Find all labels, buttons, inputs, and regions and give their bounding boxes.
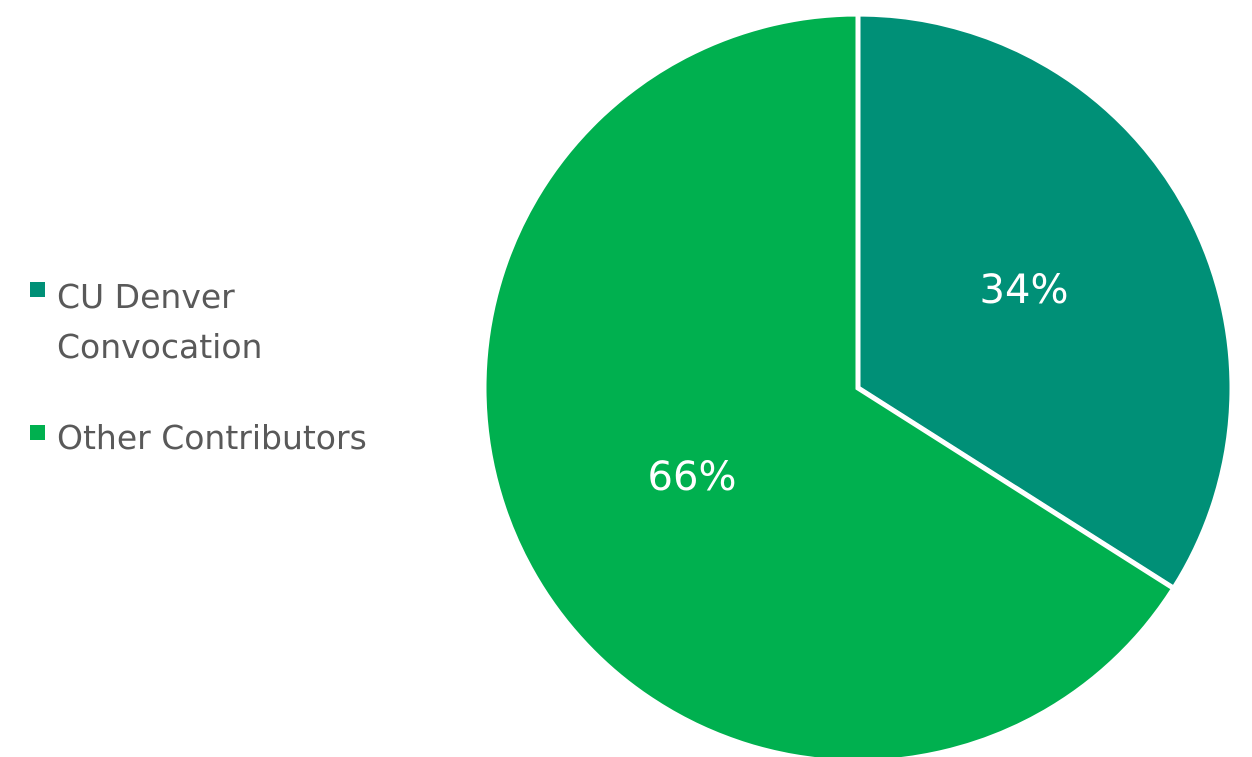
data-label-other-contributors: 66% — [648, 454, 737, 500]
data-label-cu-denver-convocation: 34% — [980, 267, 1069, 313]
pie-data-labels: 34% 66% — [648, 267, 1069, 500]
legend-label: Other Contributors — [57, 418, 367, 457]
legend-marker — [30, 425, 45, 440]
pie-slices — [481, 11, 1235, 757]
legend-item-other-contributors: Other Contributors — [30, 418, 367, 457]
legend: CU Denver Convocation Other Contributors — [30, 277, 367, 457]
legend-marker — [30, 282, 45, 297]
legend-item-cu-denver-convocation: CU Denver Convocation — [30, 277, 262, 366]
pie-slice-other-contributors — [481, 11, 1178, 757]
legend-label: CU Denver Convocation — [57, 277, 262, 366]
